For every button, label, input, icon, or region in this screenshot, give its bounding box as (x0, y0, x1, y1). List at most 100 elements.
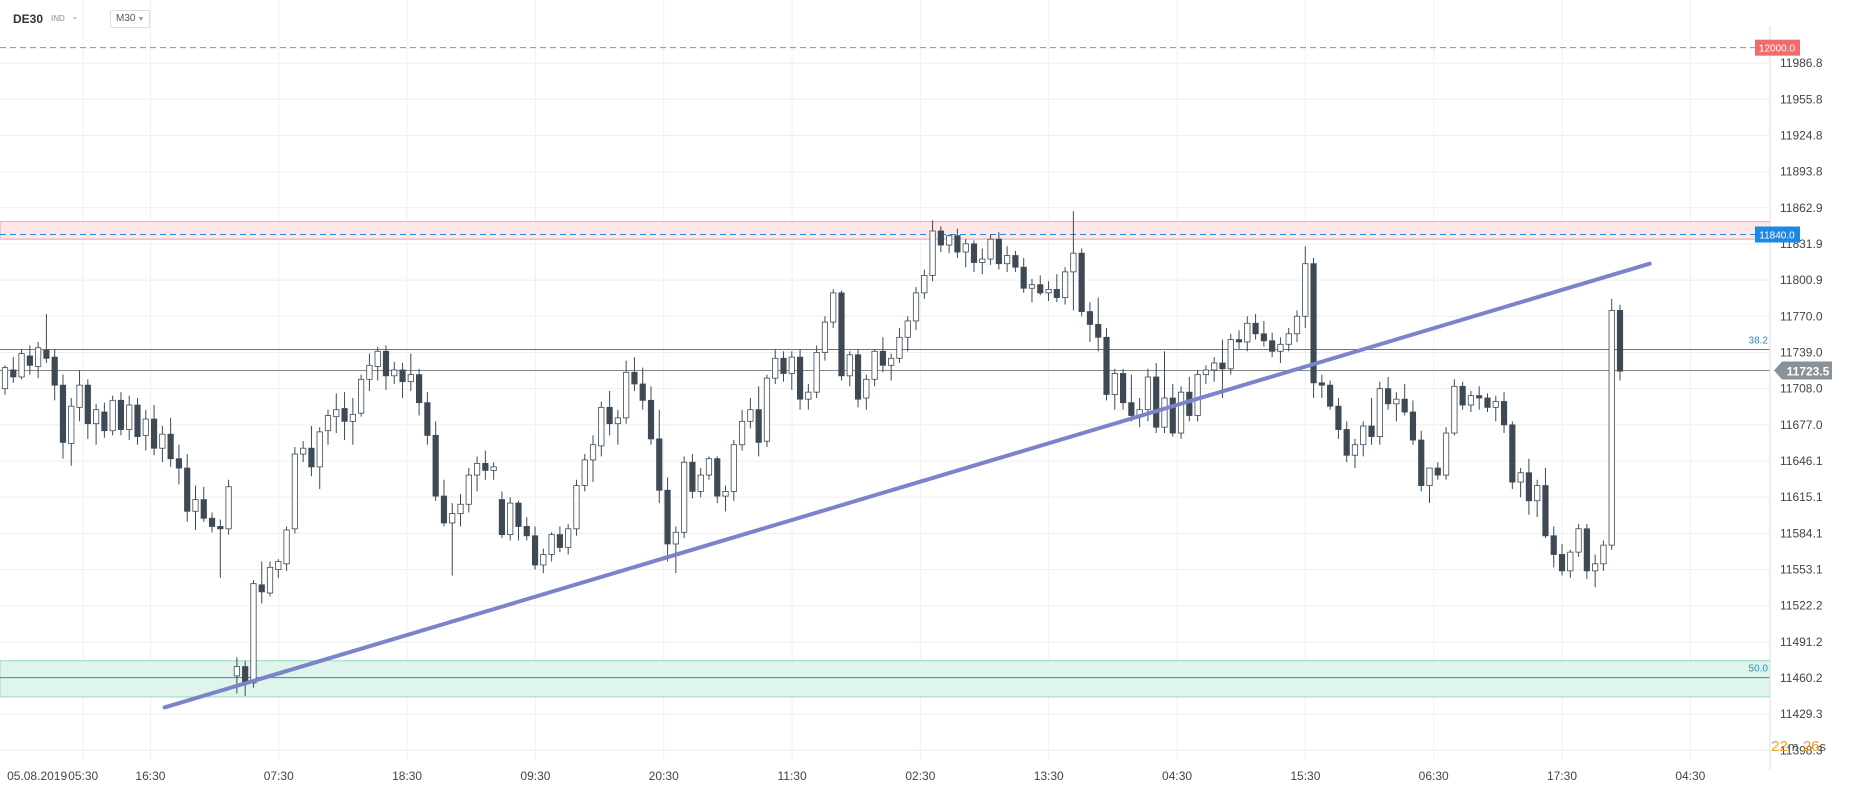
candle-body (1103, 336, 1110, 395)
candle-body (432, 434, 439, 497)
candle (449, 503, 456, 576)
candle-body (912, 292, 920, 322)
candle (763, 374, 771, 448)
candle-body (473, 462, 481, 476)
candle (1, 365, 9, 395)
candle (1409, 400, 1417, 445)
candle (672, 526, 679, 574)
candle-body (1467, 395, 1475, 406)
time-tick-label: 02:30 (905, 769, 935, 783)
candle-body (1285, 333, 1292, 345)
candle (440, 479, 448, 527)
candle (556, 526, 563, 553)
current-price-tag (1774, 361, 1832, 380)
candle (705, 456, 713, 480)
candle (399, 362, 406, 398)
candle (1459, 381, 1466, 410)
candle (117, 392, 125, 436)
candle (1393, 392, 1400, 422)
candle-body (1517, 472, 1524, 483)
candle (391, 361, 398, 384)
candle-body (556, 534, 563, 548)
candle (531, 526, 539, 570)
candle-body (962, 243, 969, 253)
candle (821, 316, 829, 361)
candle-body (84, 384, 91, 425)
candle (581, 454, 588, 492)
candle-body (250, 583, 257, 684)
candle-body (1, 367, 9, 390)
candle-body (1194, 374, 1201, 416)
candle (126, 395, 133, 441)
candle (1360, 421, 1367, 457)
price-tick-label: 11862.9 (1780, 201, 1823, 215)
candle (167, 417, 174, 467)
candle-body (1078, 252, 1085, 312)
candle-body (1070, 252, 1077, 273)
candle-body (175, 458, 183, 469)
candle (1020, 257, 1027, 293)
candle (1235, 330, 1243, 349)
candle (1500, 392, 1508, 434)
candle (1368, 398, 1375, 445)
candle (407, 353, 414, 391)
candle (109, 395, 116, 436)
candle (1467, 390, 1475, 413)
candle-body (1351, 444, 1359, 456)
candle-body (1028, 284, 1036, 289)
candle-body (26, 355, 33, 366)
candle-body (954, 235, 961, 253)
candle-body (208, 517, 216, 527)
candle-body (1202, 369, 1209, 376)
candle-body (548, 534, 555, 555)
candle (722, 485, 729, 512)
candle-body (614, 417, 621, 425)
candle (639, 367, 646, 410)
price-tick-label: 11677.0 (1780, 418, 1823, 432)
candle-body (93, 409, 100, 425)
candle-body (200, 499, 207, 519)
candle-body (1169, 397, 1176, 434)
candle (59, 374, 67, 459)
candle (755, 386, 762, 457)
candle (879, 337, 886, 373)
candle-body (358, 378, 365, 414)
candle-body (1260, 333, 1267, 342)
price-tick-label: 11646.1 (1780, 454, 1823, 468)
candle-body (76, 384, 83, 408)
candle (150, 405, 158, 456)
candle-body (672, 531, 679, 545)
candle (382, 345, 390, 390)
candle (1376, 381, 1383, 445)
candle (43, 313, 50, 363)
candle-body (573, 485, 580, 530)
candle (416, 368, 423, 416)
candle-body (888, 357, 895, 366)
candle (349, 398, 356, 445)
chevron-down-icon[interactable]: ⌄ (71, 11, 79, 21)
candle-body (879, 350, 886, 366)
candle (830, 289, 837, 328)
candle (1302, 246, 1309, 328)
candle (200, 486, 207, 522)
candle (507, 497, 514, 541)
candle-body (109, 399, 116, 432)
time-tick-label: 06:30 (1419, 769, 1449, 783)
candle-body (1368, 425, 1375, 437)
candle-body (399, 369, 406, 383)
candle (432, 421, 439, 501)
timeframe-selector[interactable]: M30 ▼ (110, 10, 151, 28)
candle (523, 517, 530, 541)
candle (159, 426, 166, 463)
candle (946, 234, 953, 254)
candle (266, 561, 274, 597)
candle (1492, 395, 1499, 422)
trendline-line (162, 261, 1652, 710)
candle-body (416, 374, 423, 404)
candle (291, 447, 298, 534)
candle-body (465, 474, 472, 505)
candle (374, 346, 381, 381)
symbol-label[interactable]: DE30 (13, 12, 44, 26)
candle (250, 580, 257, 688)
